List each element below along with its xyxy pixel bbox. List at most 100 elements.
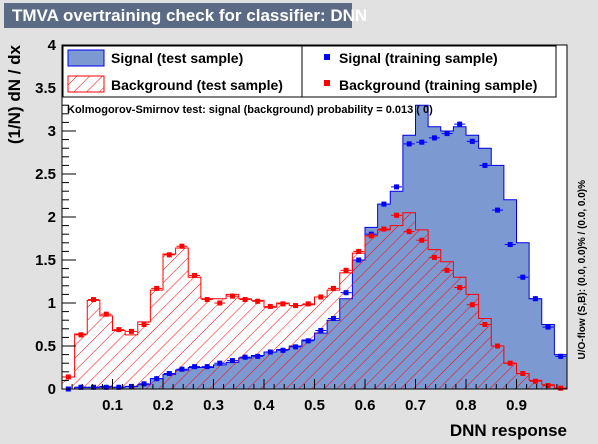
signal-train-point — [189, 364, 201, 370]
background-train-point — [454, 285, 466, 291]
x-tick-label: 0.3 — [203, 397, 224, 414]
legend-swatch-signal-test — [67, 49, 105, 67]
signal-train-point — [529, 296, 541, 302]
legend-marker-background-train — [324, 80, 330, 86]
signal-train-point — [163, 371, 175, 377]
background-train-point — [113, 327, 125, 333]
background-train-point — [365, 233, 377, 239]
signal-train-point — [479, 162, 491, 168]
y-tick-label: 1 — [48, 295, 56, 312]
background-train-point — [252, 298, 264, 304]
background-train-point — [62, 374, 74, 380]
signal-train-point — [125, 383, 137, 389]
signal-train-point — [517, 274, 529, 280]
background-train-point — [416, 237, 428, 243]
background-train-point — [100, 311, 112, 317]
x-tick-label: 0.2 — [153, 397, 174, 414]
background-train-point — [75, 332, 87, 338]
overflow-text: U/O-flow (S,B): (0.0, 0.0)% / (0.0, 0.0)… — [577, 180, 588, 360]
background-train-point — [327, 285, 339, 291]
chart-title: TMVA overtraining check for classifier: … — [4, 3, 367, 28]
background-train-point — [441, 267, 453, 273]
legend-label-signal-train: Signal (training sample) — [339, 50, 498, 66]
background-train-point — [226, 293, 238, 299]
signal-train-point — [492, 207, 504, 213]
y-tick-label: 3.5 — [35, 80, 56, 97]
signal-train-point — [201, 364, 213, 370]
signal-train-point — [428, 135, 440, 141]
legend-swatch-background-test — [67, 75, 105, 93]
signal-train-point — [353, 257, 365, 263]
x-tick-label: 0.5 — [304, 397, 325, 414]
background-train-point — [125, 328, 137, 334]
background-train-point — [189, 272, 201, 278]
signal-train-point — [315, 328, 327, 334]
x-axis-label: DNN response — [450, 421, 567, 440]
legend: Signal (test sample) Background (test sa… — [62, 45, 557, 98]
x-tick-label: 0.6 — [355, 397, 376, 414]
background-train-point — [517, 371, 529, 377]
background-train-point — [151, 285, 163, 291]
background-train-point — [290, 303, 302, 309]
background-train-point — [492, 343, 504, 349]
signal-train-point — [466, 138, 478, 144]
background-train-point — [466, 302, 478, 308]
legend-label-signal-test: Signal (test sample) — [111, 50, 243, 66]
background-train-point — [428, 254, 440, 260]
axes: 0.1 0.2 0.3 0.4 0.5 0.6 0.7 0.8 0.9 0 0.5 1 1.5 2 2.5 3… — [35, 37, 558, 414]
ks-test-text: Kolmogorov-Smirnov test: signal (backgro… — [67, 104, 433, 116]
signal-train-point — [226, 358, 238, 364]
background-train-point — [378, 226, 390, 232]
x-tick-label: 0.1 — [102, 397, 123, 414]
background-train-point — [214, 300, 226, 306]
signal-train-point — [454, 121, 466, 127]
signal-train-point — [416, 139, 428, 145]
x-tick-label: 0.4 — [254, 397, 276, 414]
signal-train-point — [302, 338, 314, 344]
background-train-point — [302, 301, 314, 307]
y-axis-label: (1/N) dN / dx — [5, 44, 24, 144]
signal-train-point — [264, 349, 276, 355]
signal-train-point — [277, 347, 289, 353]
background-train-point — [239, 297, 251, 303]
legend-label-background-train: Background (training sample) — [339, 77, 537, 93]
signal-train-point — [391, 184, 403, 190]
signal-train-point — [504, 242, 516, 248]
y-tick-label: 1.5 — [35, 252, 56, 269]
y-tick-label: 0.5 — [35, 338, 56, 355]
signal-train-point — [441, 131, 453, 137]
background-train-point — [264, 303, 276, 309]
legend-marker-signal-train — [324, 54, 330, 60]
y-tick-label: 0 — [48, 381, 56, 398]
background-train-point — [201, 297, 213, 303]
background-train-point — [353, 248, 365, 254]
signal-train-point — [214, 360, 226, 366]
signal-train-point — [290, 344, 302, 350]
background-train-point — [163, 252, 175, 258]
background-train-point — [340, 267, 352, 273]
signal-train-point — [151, 376, 163, 382]
signal-train-point — [403, 141, 415, 147]
x-tick-label: 0.8 — [456, 397, 477, 414]
signal-train-point — [542, 324, 554, 330]
y-tick-label: 2 — [48, 209, 56, 226]
background-train-point — [88, 297, 100, 303]
signal-train-point — [555, 353, 567, 359]
background-train-point — [504, 360, 516, 366]
x-tick-label: 0.9 — [506, 397, 527, 414]
x-tick-label: 0.7 — [405, 397, 426, 414]
signal-train-point — [252, 353, 264, 359]
background-train-point — [391, 212, 403, 218]
signal-train-point — [176, 366, 188, 372]
signal-train-point — [239, 354, 251, 360]
y-tick-label: 3 — [48, 123, 56, 140]
background-train-point — [529, 378, 541, 384]
y-tick-label: 4 — [48, 37, 57, 54]
background-training-points — [62, 212, 567, 391]
background-train-point — [315, 294, 327, 300]
background-train-point — [176, 243, 188, 249]
signal-train-point — [340, 290, 352, 296]
signal-train-point — [378, 201, 390, 207]
signal-train-point — [327, 315, 339, 321]
